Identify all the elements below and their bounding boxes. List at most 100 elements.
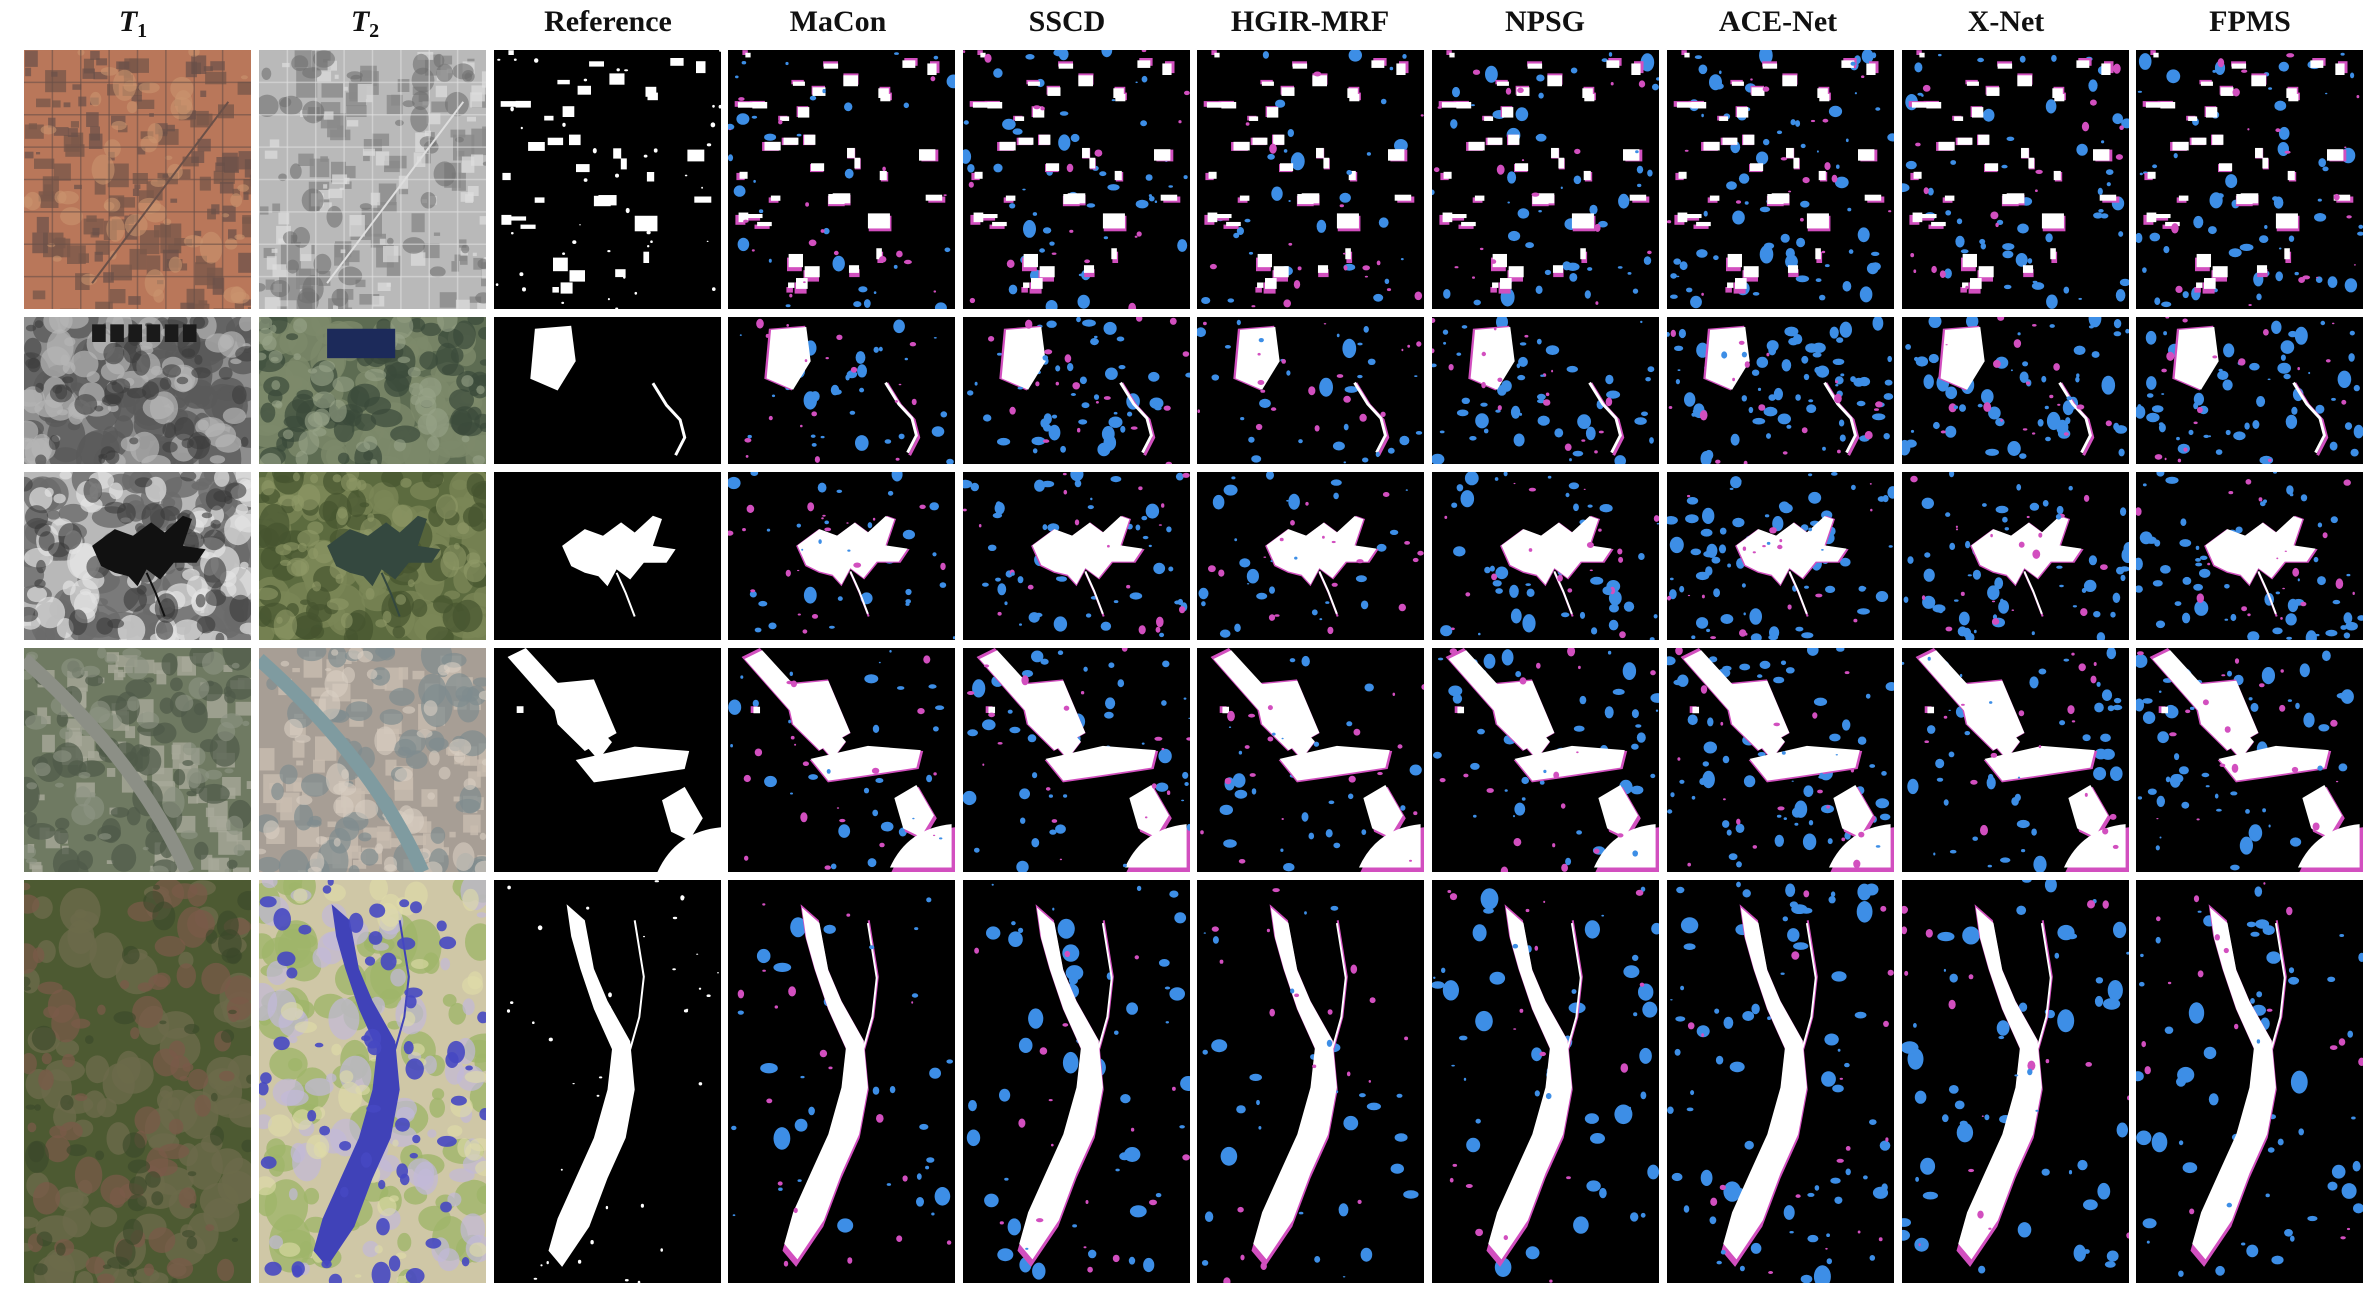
panel-row-5-npsg (1432, 880, 1659, 1283)
panel-image-row-2-macon (728, 317, 955, 464)
panel-image-row-2-npsg (1432, 317, 1659, 464)
panel-row-2-t1 (24, 317, 251, 464)
panel-row-4-t2 (259, 648, 486, 872)
panel-image-row-3-sscd (963, 472, 1190, 640)
panel-row-5-fpms (2136, 880, 2363, 1283)
panel-image-row-3-npsg (1432, 472, 1659, 640)
panel-image-row-2-hgir-mrf (1197, 317, 1424, 464)
panel-image-row-4-t2 (259, 648, 486, 872)
panel-row-2-hgir-mrf (1197, 317, 1424, 464)
panel-row-1-x-net (1902, 50, 2129, 309)
panel-image-row-3-t1 (24, 472, 251, 640)
panel-row-5-x-net (1902, 880, 2129, 1283)
panel-image-row-2-t1 (24, 317, 251, 464)
panel-image-row-1-fpms (2136, 50, 2363, 309)
panel-image-row-3-ace-net (1667, 472, 1894, 640)
panel-image-row-1-hgir-mrf (1197, 50, 1424, 309)
panel-row-1-ace-net (1667, 50, 1894, 309)
column-header-sscd: SSCD (952, 2, 1182, 42)
column-header-reference: Reference (493, 2, 723, 42)
panel-row-2-t2 (259, 317, 486, 464)
column-header-t1-var: T (118, 5, 138, 38)
panel-image-row-4-npsg (1432, 648, 1659, 872)
column-header-ace-net: ACE-Net (1663, 2, 1893, 42)
panel-image-row-5-npsg (1432, 880, 1659, 1283)
column-header-t2-var: T (350, 5, 370, 38)
panel-image-row-4-ace-net (1667, 648, 1894, 872)
column-header-macon: MaCon (723, 2, 953, 42)
panel-image-row-1-npsg (1432, 50, 1659, 309)
panel-image-row-5-t1 (24, 880, 251, 1283)
column-header-hgir-mrf-label: HGIR-MRF (1230, 5, 1390, 38)
panel-row-3-macon (728, 472, 955, 640)
panel-image-row-1-reference (494, 50, 721, 309)
column-header-reference-label: Reference (544, 5, 672, 38)
panel-row-4-npsg (1432, 648, 1659, 872)
panel-image-row-4-x-net (1902, 648, 2129, 872)
panel-image-row-5-x-net (1902, 880, 2129, 1283)
panel-row-2-reference (494, 317, 721, 464)
panel-image-row-2-x-net (1902, 317, 2129, 464)
panel-image-row-3-fpms (2136, 472, 2363, 640)
panel-row-1-sscd (963, 50, 1190, 309)
panel-image-row-1-t1 (24, 50, 251, 309)
panel-row-5-t1 (24, 880, 251, 1283)
panel-row-5-sscd (963, 880, 1190, 1283)
panel-row-2-fpms (2136, 317, 2363, 464)
panel-image-row-5-reference (494, 880, 721, 1283)
panel-row-3-t2 (259, 472, 486, 640)
panel-row-3-x-net (1902, 472, 2129, 640)
panel-image-row-1-macon (728, 50, 955, 309)
panel-row-1-fpms (2136, 50, 2363, 309)
column-header-hgir-mrf: HGIR-MRF (1195, 2, 1425, 42)
panel-row-1-npsg (1432, 50, 1659, 309)
panel-row-4-t1 (24, 648, 251, 872)
panel-row-5-hgir-mrf (1197, 880, 1424, 1283)
panel-image-row-5-macon (728, 880, 955, 1283)
column-header-x-net: X-Net (1891, 2, 2121, 42)
column-header-fpms-label: FPMS (2209, 5, 2291, 38)
panel-row-3-ace-net (1667, 472, 1894, 640)
column-header-ace-net-label: ACE-Net (1718, 5, 1838, 38)
panel-row-1-macon (728, 50, 955, 309)
panel-image-row-2-fpms (2136, 317, 2363, 464)
panel-row-3-sscd (963, 472, 1190, 640)
column-header-sscd-label: SSCD (1028, 5, 1106, 38)
panel-row-3-t1 (24, 472, 251, 640)
panel-row-2-macon (728, 317, 955, 464)
panel-row-5-ace-net (1667, 880, 1894, 1283)
panel-image-row-1-t2 (259, 50, 486, 309)
panel-row-4-fpms (2136, 648, 2363, 872)
panel-row-2-sscd (963, 317, 1190, 464)
panel-image-row-2-reference (494, 317, 721, 464)
column-header-t2: T2 (250, 2, 480, 42)
column-header-t1-sub: 1 (137, 20, 148, 42)
panel-row-4-sscd (963, 648, 1190, 872)
panel-row-1-t2 (259, 50, 486, 309)
panel-row-5-macon (728, 880, 955, 1283)
panel-row-3-hgir-mrf (1197, 472, 1424, 640)
panel-row-4-hgir-mrf (1197, 648, 1424, 872)
panel-row-5-reference (494, 880, 721, 1283)
panel-image-row-1-x-net (1902, 50, 2129, 309)
panel-row-2-npsg (1432, 317, 1659, 464)
panel-image-row-1-sscd (963, 50, 1190, 309)
panel-row-4-reference (494, 648, 721, 872)
panel-row-1-t1 (24, 50, 251, 309)
panel-row-3-reference (494, 472, 721, 640)
panel-image-row-1-ace-net (1667, 50, 1894, 309)
panel-image-row-3-x-net (1902, 472, 2129, 640)
panel-image-row-3-reference (494, 472, 721, 640)
column-header-fpms: FPMS (2135, 2, 2365, 42)
panel-image-row-5-ace-net (1667, 880, 1894, 1283)
panel-image-row-4-t1 (24, 648, 251, 872)
panel-image-row-2-sscd (963, 317, 1190, 464)
panel-image-row-2-ace-net (1667, 317, 1894, 464)
column-header-t2-sub: 2 (369, 20, 380, 42)
panel-row-4-ace-net (1667, 648, 1894, 872)
panel-row-2-x-net (1902, 317, 2129, 464)
column-header-npsg-label: NPSG (1504, 5, 1585, 38)
panel-row-5-t2 (259, 880, 486, 1283)
panel-image-row-4-fpms (2136, 648, 2363, 872)
